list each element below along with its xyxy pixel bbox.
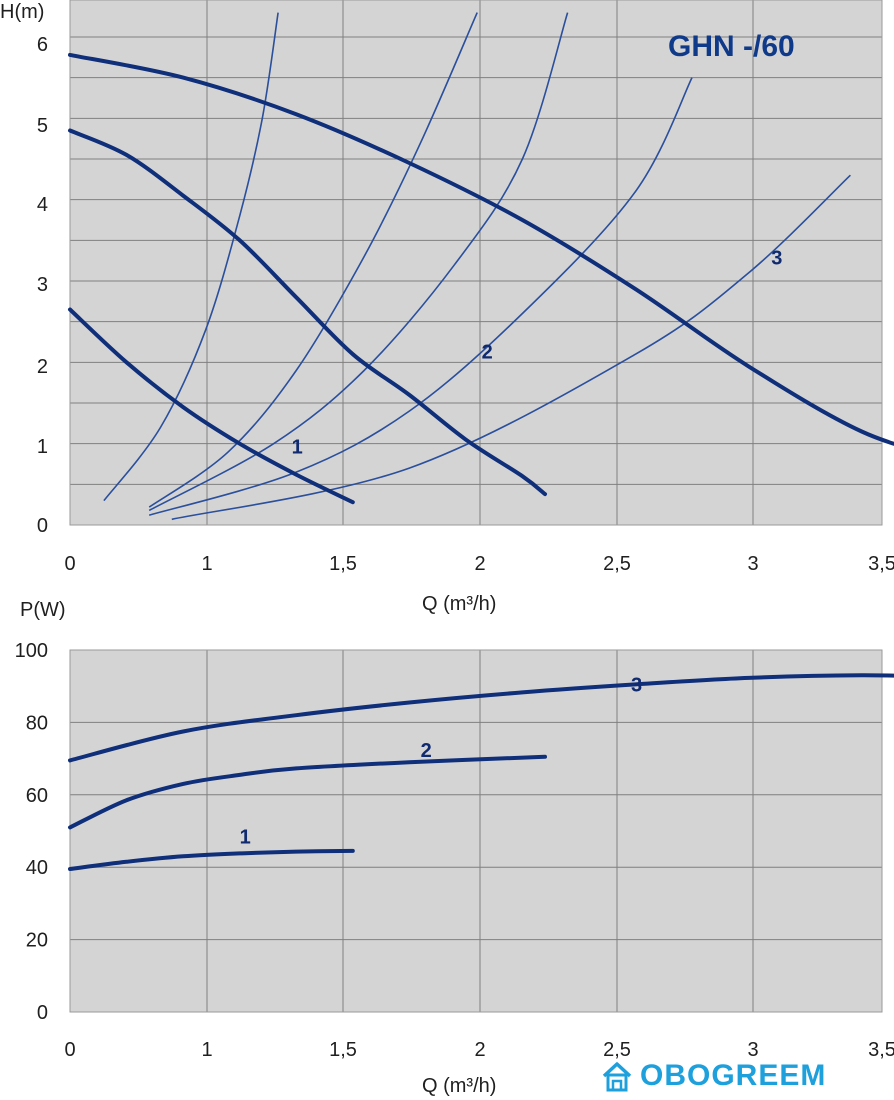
head-y-tick-label: 4 [37,194,48,216]
power-curve-2 [68,754,547,830]
head-x-axis-label: Q (m³/h) [422,593,496,615]
head-y-tick-label: 1 [37,436,48,458]
head-curve-label-3: 3 [771,248,782,270]
head-curve-label-1: 1 [292,436,303,458]
head-x-tick-label: 2 [474,553,485,575]
power-y-tick-label: 100 [15,640,48,662]
head-chart-system-curves [103,12,851,521]
head-chart-grid [69,0,883,526]
head-x-tick-label: 0 [64,553,75,575]
power-curve-label-3: 3 [631,675,642,697]
head-y-tick-label: 5 [37,115,48,137]
head-y-tick-label: 0 [37,515,48,537]
head-x-tick-label: 3,5 [868,553,894,575]
power-curve-3 [68,673,894,763]
head-x-tick-label: 1,5 [329,553,357,575]
power-x-tick-label: 2 [474,1039,485,1061]
power-x-tick-label: 3,5 [868,1039,894,1061]
power-y-tick-label: 40 [26,857,48,879]
head-y-tick-label: 3 [37,274,48,296]
head-chart-series: 1 2 3 [68,52,894,505]
head-curve-label-2: 2 [482,341,493,363]
power-y-tick-label: 80 [26,712,48,734]
head-x-tick-label: 3 [747,553,758,575]
head-y-tick-label: 2 [37,356,48,378]
power-curve-1 [68,848,355,871]
power-chart-x-ticks: 0 1 1,5 2 2,5 3 3,5 [64,1039,894,1061]
head-curve-2 [68,128,547,497]
system-curve-2 [148,12,478,508]
head-curve-3 [68,52,894,446]
house-icon [602,1062,632,1092]
power-x-tick-label: 3 [747,1039,758,1061]
head-chart-x-ticks: 0 1 1,5 2 2,5 3 3,5 [64,553,894,575]
power-x-tick-label: 2,5 [603,1039,631,1061]
head-y-axis-label: H(m) [0,1,44,23]
head-chart-frame [69,0,883,526]
power-curve-label-1: 1 [240,827,251,849]
power-chart: 1 2 3 0 1 1,5 2 2,5 3 3,5 0 20 40 60 80 100 P(W) Q (m… [15,599,894,1097]
head-chart-plot-area [70,0,882,525]
watermark-text: OBOGREEM [640,1059,827,1092]
power-y-tick-label: 0 [37,1002,48,1024]
power-x-axis-label: Q (m³/h) [422,1075,496,1097]
system-curve-4 [148,77,693,516]
power-chart-grid [69,649,883,1013]
power-y-axis-label: P(W) [20,599,66,621]
power-y-tick-label: 60 [26,785,48,807]
head-x-tick-label: 2,5 [603,553,631,575]
power-chart-frame [69,649,883,1013]
power-chart-plot-area [70,650,882,1012]
power-x-tick-label: 1 [201,1039,212,1061]
chart-title: GHN -/60 [668,30,795,63]
head-chart-y-ticks: 0 1 2 3 4 5 6 [37,34,48,537]
system-curve-1 [103,12,279,502]
power-curve-label-2: 2 [421,740,432,762]
power-y-tick-label: 20 [26,930,48,952]
power-x-tick-label: 1,5 [329,1039,357,1061]
power-chart-series: 1 2 3 [68,673,894,871]
system-curve-3 [148,12,569,512]
head-x-tick-label: 1 [201,553,212,575]
power-x-tick-label: 0 [64,1039,75,1061]
watermark-logo: OBOGREEM [600,1058,826,1094]
head-y-tick-label: 6 [37,34,48,56]
system-curve-5 [171,174,851,521]
head-curve-1 [68,307,355,505]
power-chart-y-ticks: 0 20 40 60 80 100 [15,640,48,1024]
